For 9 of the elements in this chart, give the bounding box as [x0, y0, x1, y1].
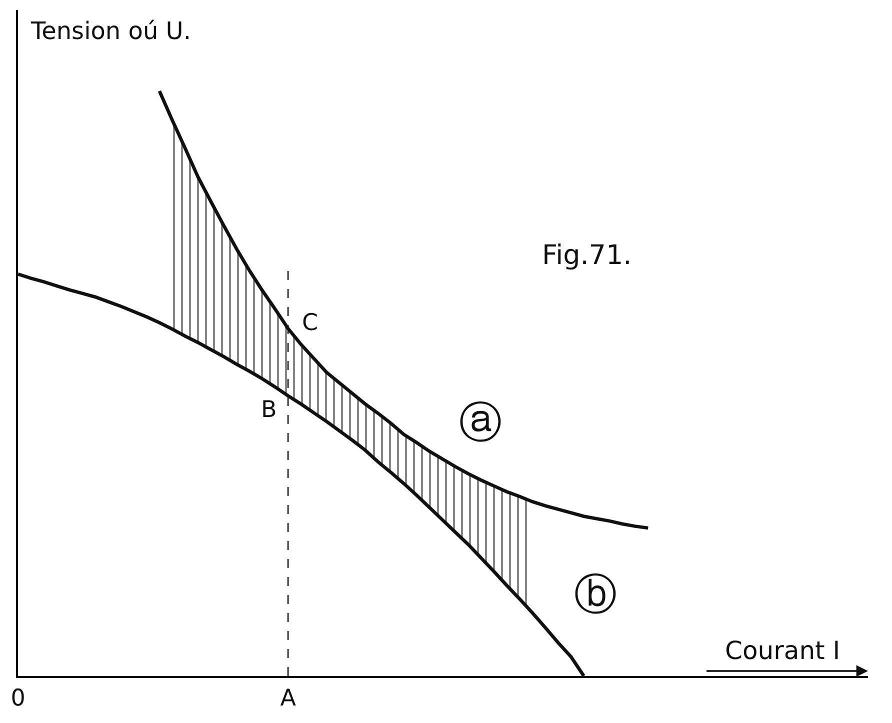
series-label: ⓑ [574, 570, 617, 620]
x-tick-label: A [280, 686, 296, 712]
y-axis-title: Tension oú U. [30, 17, 191, 45]
x-axis-title: Courant I [725, 636, 840, 665]
annotation: Fig.71. [542, 240, 632, 271]
series-label: ⓐ [459, 398, 502, 448]
annotation: C [302, 310, 318, 336]
annotation: B [261, 397, 277, 423]
x-tick-label: 0 [10, 686, 26, 712]
